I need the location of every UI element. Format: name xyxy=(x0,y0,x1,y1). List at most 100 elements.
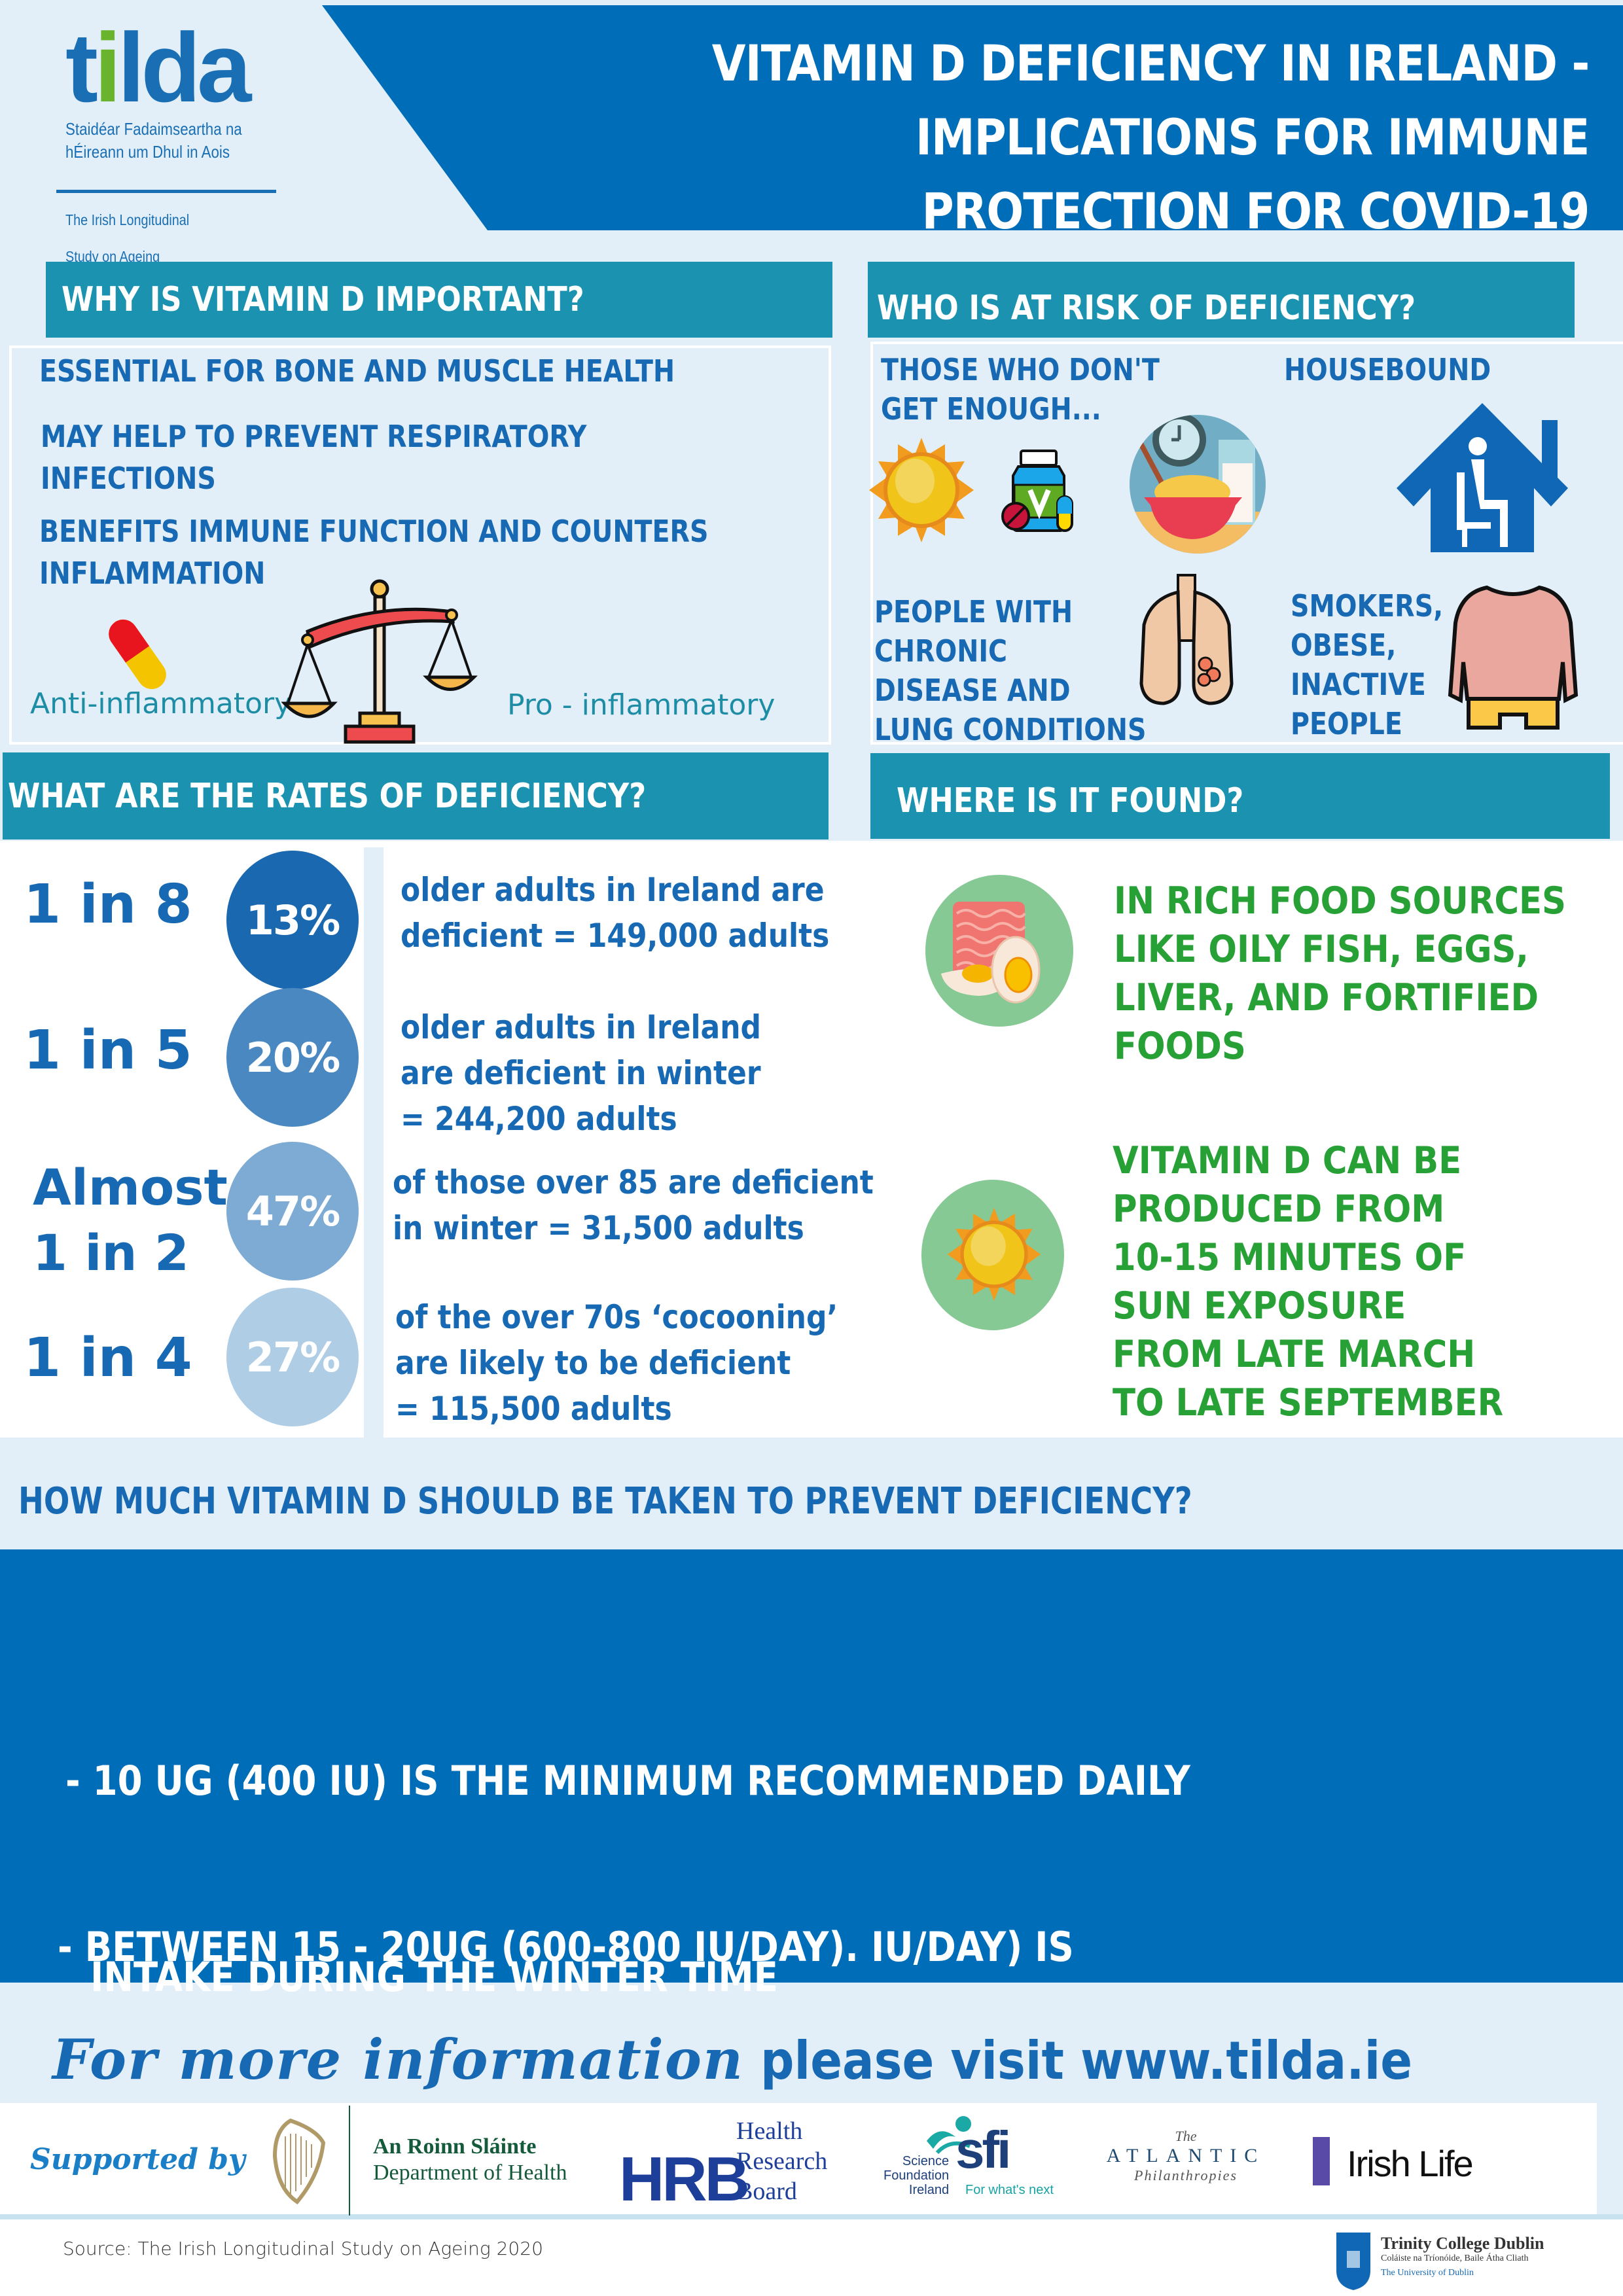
ratio-almost-line-1: Almost xyxy=(33,1158,228,1216)
sun-line-4: SUN EXPOSURE xyxy=(1113,1284,1406,1328)
pro-inflammatory-label: Pro - inflammatory xyxy=(507,688,776,722)
rate-desc-1: older adults in Ireland are deficient = … xyxy=(401,867,888,959)
torso-icon xyxy=(1448,585,1578,730)
sfi-tagline: For what's next xyxy=(965,2183,1054,2197)
ratio-1-in-5: 1 in 5 xyxy=(24,1019,192,1082)
sun-line-2: PRODUCED FROM xyxy=(1113,1188,1445,1231)
dose-2-line-1: - BETWEEN 15 - 20UG (600-800 IU/DAY). IU… xyxy=(58,1923,1074,1971)
atlantic-the: The xyxy=(1175,2128,1197,2144)
percent-badge-20: 20% xyxy=(226,988,359,1127)
rate-desc-2-line-1: older adults in Ireland xyxy=(401,1008,762,1046)
tcd-line-1: Trinity College Dublin xyxy=(1381,2234,1544,2253)
sun-line-6: TO LATE SEPTEMBER xyxy=(1113,1381,1504,1424)
logo-divider xyxy=(56,190,276,193)
sun-line-1: VITAMIN D CAN BE xyxy=(1113,1139,1462,1182)
risk-lifestyle-line-4: PEOPLE xyxy=(1291,706,1402,741)
sfi-word-2: Foundation xyxy=(883,2168,950,2183)
risk-lifestyle-line-2: OBESE, xyxy=(1291,627,1397,663)
why-point-2: MAY HELP TO PREVENT RESPIRATORY INFECTIO… xyxy=(41,415,675,499)
title-line-1: VITAMIN D DEFICIENCY IN IRELAND - xyxy=(711,34,1589,92)
why-point-1-line-1: ESSENTIAL FOR BONE AND MUSCLE HEALTH xyxy=(39,353,675,389)
vitamin-bottle-icon xyxy=(1001,450,1073,532)
rate-desc-1-line-1: older adults in Ireland are xyxy=(401,871,825,909)
logo-wordmark: tilda xyxy=(65,12,251,122)
title-line-2: IMPLICATIONS FOR IMMUNE xyxy=(915,108,1590,166)
hrb-word-1: Health xyxy=(736,2117,803,2145)
page-title: VITAMIN D DEFICIENCY IN IRELAND - IMPLIC… xyxy=(592,26,1589,248)
risk-chronic-line-4: LUNG CONDITIONS xyxy=(874,712,1147,747)
sfi-word-1: Science xyxy=(902,2154,950,2168)
breakfast-icon xyxy=(1130,415,1266,554)
rate-desc-2: older adults in Ireland are deficient in… xyxy=(401,1004,810,1142)
sponsors-divider xyxy=(0,2214,1623,2219)
why-point-3: BENEFITS IMMUNE FUNCTION AND COUNTERS IN… xyxy=(39,510,817,594)
ratio-1-in-8: 1 in 8 xyxy=(24,874,192,936)
atlantic-main: ATLANTIC xyxy=(1106,2145,1266,2166)
why-point-1: ESSENTIAL FOR BONE AND MUSCLE HEALTH xyxy=(39,350,778,392)
heading-text: WHO IS AT RISK OF DEFICIENCY? xyxy=(877,289,1416,328)
tilda-website-link[interactable]: please visit www.tilda.ie xyxy=(760,2030,1413,2091)
sun-exposure-text: VITAMIN D CAN BE PRODUCED FROM 10-15 MIN… xyxy=(1113,1137,1546,1427)
more-info-line: For more information please visit www.ti… xyxy=(52,2027,1485,2092)
anti-inflammatory-label: Anti-inflammatory xyxy=(30,687,292,720)
risk-chronic-line-2: CHRONIC xyxy=(874,633,1008,669)
harp-emblem-icon xyxy=(272,2118,326,2204)
irish-life-logo: Irish Life xyxy=(1347,2143,1474,2184)
hrb-letters: HRB xyxy=(619,2144,750,2214)
heading-text: WHAT ARE THE RATES OF DEFICIENCY? xyxy=(8,776,647,816)
rate-desc-3: of those over 85 are deficient in winter… xyxy=(393,1159,939,1251)
rate-desc-4: of the over 70s ‘cocooning’ are likely t… xyxy=(395,1294,898,1432)
rate-desc-4-line-1: of the over 70s ‘cocooning’ xyxy=(395,1298,838,1336)
sfi-swimmer-icon xyxy=(927,2116,971,2155)
heading-text: WHERE IS IT FOUND? xyxy=(897,781,1244,821)
capsule-icon xyxy=(109,619,166,690)
sun-line-5: FROM LATE MARCH xyxy=(1113,1333,1476,1376)
dosage-heading: HOW MUCH VITAMIN D SHOULD BE TAKEN TO PR… xyxy=(18,1480,1433,1523)
rate-desc-2-line-2: are deficient in winter xyxy=(401,1054,761,1092)
where-found-heading: WHERE IS IT FOUND? xyxy=(870,753,1610,839)
risk-chronic-line-3: DISEASE AND xyxy=(874,673,1071,708)
why-point-2-line-1: MAY HELP TO PREVENT RESPIRATORY xyxy=(41,419,587,454)
percent-badge-13: 13% xyxy=(226,851,359,989)
risk-housebound-line-1: HOUSEBOUND xyxy=(1284,352,1491,387)
rates-heading: WHAT ARE THE RATES OF DEFICIENCY? xyxy=(3,752,829,839)
sfi-logo-letters: sfi xyxy=(955,2121,1011,2179)
hrb-word-2: Research xyxy=(736,2147,828,2175)
rate-desc-2-line-3: = 244,200 adults xyxy=(401,1100,677,1138)
tilda-logo: tilda Staidéar Fadaimseartha na hÉireann… xyxy=(56,12,288,266)
more-info-script: For more information xyxy=(52,2027,744,2092)
food-line-4: FOODS xyxy=(1114,1025,1246,1068)
fish-egg-icon xyxy=(941,902,1041,1004)
ratio-almost-1-in-2: Almost 1 in 2 xyxy=(33,1155,228,1286)
logo-irish-line-1: Staidéar Fadaimseartha na xyxy=(65,119,242,139)
tcd-line-3: The University of Dublin xyxy=(1381,2268,1474,2278)
hrb-word-3: Board xyxy=(736,2178,797,2205)
sun-line-3: 10-15 MINUTES OF xyxy=(1113,1236,1467,1279)
sun-icon xyxy=(869,438,974,542)
food-line-2: LIKE OILY FISH, EGGS, xyxy=(1114,928,1529,971)
sfi-word-3: Ireland xyxy=(908,2183,950,2197)
who-at-risk-heading: WHO IS AT RISK OF DEFICIENCY? xyxy=(868,262,1575,338)
risk-enough-line-2: GET ENOUGH... xyxy=(881,391,1101,427)
percent-badge-47: 47% xyxy=(226,1142,359,1280)
tcd-logo-text: Trinity College Dublin Coláiste na Tríon… xyxy=(1381,2234,1544,2278)
dose-1-line-1: - 10 UG (400 IU) IS THE MINIMUM RECOMMEN… xyxy=(65,1757,1190,1805)
rate-desc-4-line-3: = 115,500 adults xyxy=(395,1390,672,1428)
tcd-line-2: Coláiste na Tríonóide, Baile Átha Cliath xyxy=(1381,2253,1529,2263)
why-important-heading: WHY IS VITAMIN D IMPORTANT? xyxy=(46,262,832,338)
risk-lifestyle-line-1: SMOKERS, xyxy=(1291,588,1444,624)
risk-group-lifestyle: SMOKERS, OBESE, INACTIVE PEOPLE xyxy=(1291,586,1468,743)
dose-1-line-2: INTAKE DURING THE WINTER TIME xyxy=(65,1953,778,2001)
logo-irish-line-2: hÉireann um Dhul in Aois xyxy=(65,142,230,162)
food-line-1: IN RICH FOOD SOURCES xyxy=(1114,879,1566,923)
food-sources-text: IN RICH FOOD SOURCES LIKE OILY FISH, EGG… xyxy=(1114,877,1616,1070)
sponsor-divider-line xyxy=(349,2106,350,2216)
percent-badge-27: 27% xyxy=(226,1288,359,1426)
balance-scale-icon xyxy=(281,579,478,744)
food-line-3: LIVER, AND FORTIFIED xyxy=(1114,976,1539,1019)
risk-lifestyle-line-3: INACTIVE xyxy=(1291,667,1426,702)
sfi-org-name: Science Foundation Ireland xyxy=(883,2154,949,2197)
hrb-logo: HRB xyxy=(619,2120,750,2214)
ratio-almost-line-2: 1 in 2 xyxy=(33,1224,189,1282)
rate-desc-3-line-2: in winter = 31,500 adults xyxy=(393,1209,804,1247)
